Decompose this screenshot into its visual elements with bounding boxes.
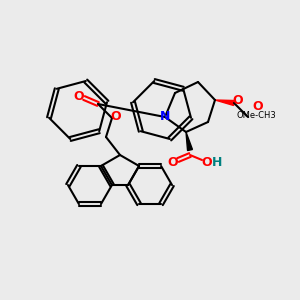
Text: H: H: [212, 155, 222, 169]
Text: OMe-CH3: OMe-CH3: [236, 110, 276, 119]
Text: O: O: [168, 155, 178, 169]
Polygon shape: [186, 132, 192, 151]
Text: O: O: [202, 155, 212, 169]
Text: O: O: [111, 110, 121, 122]
Polygon shape: [215, 100, 234, 106]
Text: O: O: [252, 100, 262, 112]
Text: N: N: [160, 110, 170, 124]
Text: O: O: [74, 89, 84, 103]
Text: O: O: [233, 94, 243, 107]
